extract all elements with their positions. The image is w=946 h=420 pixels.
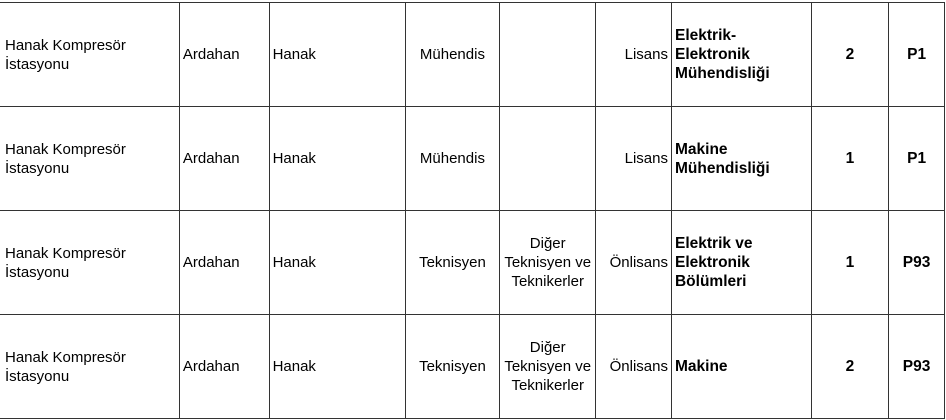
district-cell: Hanak — [268, 210, 406, 315]
province-cell: Ardahan — [178, 106, 270, 211]
group-cell: Diğer Teknisyen ve Teknikerler — [499, 314, 597, 419]
count-cell: 1 — [810, 106, 890, 211]
province-cell: Ardahan — [178, 314, 270, 419]
count-cell: 1 — [810, 210, 890, 315]
district-cell: Hanak — [268, 314, 406, 419]
code-cell: P93 — [888, 210, 945, 315]
code-cell: P1 — [888, 106, 945, 211]
group-cell — [499, 106, 597, 211]
table-row: Hanak Kompresör İstasyonu Ardahan Hanak … — [0, 2, 945, 107]
table-row: Hanak Kompresör İstasyonu Ardahan Hanak … — [0, 210, 945, 315]
unit-cell: Hanak Kompresör İstasyonu — [0, 106, 180, 211]
department-cell: Elektrik-Elektronik Mühendisliği — [670, 2, 812, 107]
district-cell: Hanak — [268, 106, 406, 211]
unit-cell: Hanak Kompresör İstasyonu — [0, 210, 180, 315]
education-cell: Önlisans — [595, 210, 672, 315]
code-cell: P1 — [888, 2, 945, 107]
education-cell: Önlisans — [595, 314, 672, 419]
group-cell — [499, 2, 597, 107]
group-cell: Diğer Teknisyen ve Teknikerler — [499, 210, 597, 315]
department-cell: Elektrik ve Elektronik Bölümleri — [670, 210, 812, 315]
district-cell: Hanak — [268, 2, 406, 107]
title-cell: Mühendis — [404, 106, 501, 211]
unit-cell: Hanak Kompresör İstasyonu — [0, 314, 180, 419]
province-cell: Ardahan — [178, 2, 270, 107]
unit-cell: Hanak Kompresör İstasyonu — [0, 2, 180, 107]
province-cell: Ardahan — [178, 210, 270, 315]
count-cell: 2 — [810, 314, 890, 419]
title-cell: Teknisyen — [404, 314, 501, 419]
table-row: Hanak Kompresör İstasyonu Ardahan Hanak … — [0, 106, 945, 211]
department-cell: Makine — [670, 314, 812, 419]
title-cell: Teknisyen — [404, 210, 501, 315]
education-cell: Lisans — [595, 106, 672, 211]
education-cell: Lisans — [595, 2, 672, 107]
count-cell: 2 — [810, 2, 890, 107]
title-cell: Mühendis — [404, 2, 501, 107]
code-cell: P93 — [888, 314, 945, 419]
department-cell: Makine Mühendisliği — [670, 106, 812, 211]
table-row: Hanak Kompresör İstasyonu Ardahan Hanak … — [0, 314, 945, 419]
